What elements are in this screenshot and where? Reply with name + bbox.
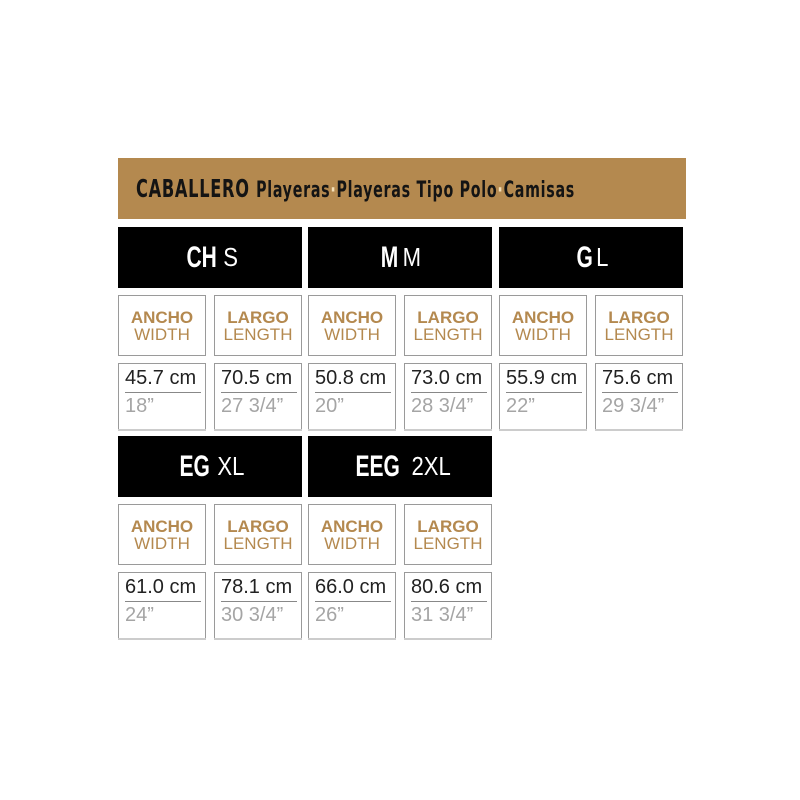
- value-cm: 50.8 cm: [315, 367, 391, 393]
- label-en: LENGTH: [223, 324, 293, 344]
- separator: ·: [497, 178, 504, 203]
- width-value: 55.9 cm 22”: [499, 363, 587, 431]
- size-group-l: G L ANCHO WIDTH LARGO LENGTH 55.9 cm 22” 75…: [499, 227, 683, 431]
- value-cm: 75.6 cm: [602, 367, 678, 393]
- value-cm: 45.7 cm: [125, 367, 201, 393]
- banner-title: CABALLERO: [136, 174, 250, 203]
- value-in: 30 3/4”: [221, 604, 284, 626]
- width-value: 50.8 cm 20”: [308, 363, 396, 431]
- size-en: 2XL: [411, 451, 451, 481]
- label-es: ANCHO: [320, 516, 384, 536]
- length-value: 75.6 cm 29 3/4”: [595, 363, 683, 431]
- value-cm: 55.9 cm: [506, 367, 582, 393]
- label-es: ANCHO: [511, 307, 575, 327]
- value-cm: 70.5 cm: [221, 367, 297, 393]
- width-value: 45.7 cm 18”: [118, 363, 206, 431]
- label-en: LENGTH: [413, 324, 483, 344]
- size-en: XL: [217, 451, 245, 481]
- length-label: LARGO LENGTH: [214, 295, 302, 356]
- banner-text: CABALLERO Playeras·Playeras Tipo Polo·Ca…: [136, 174, 575, 203]
- value-in: 18”: [125, 395, 154, 417]
- length-label: LARGO LENGTH: [595, 295, 683, 356]
- value-cm: 80.6 cm: [411, 576, 487, 602]
- size-header: EEG 2XL: [308, 436, 492, 497]
- size-group-s: CH S ANCHO WIDTH LARGO LENGTH 45.7 cm 18” 7…: [118, 227, 302, 431]
- value-in: 27 3/4”: [221, 395, 284, 417]
- label-es: LARGO: [417, 307, 479, 327]
- value-in: 22”: [506, 395, 535, 417]
- label-es: ANCHO: [320, 307, 384, 327]
- banner-category: Playeras: [256, 178, 331, 203]
- size-group-xl: EG XL ANCHO WIDTH LARGO LENGTH 61.0 cm 24” …: [118, 436, 302, 640]
- banner-category: Playeras Tipo Polo: [336, 178, 498, 203]
- separator: ·: [330, 178, 337, 203]
- label-es: LARGO: [417, 516, 479, 536]
- size-header: EG XL: [118, 436, 302, 497]
- value-cm: 61.0 cm: [125, 576, 201, 602]
- size-en: S: [223, 242, 239, 272]
- length-value: 73.0 cm 28 3/4”: [404, 363, 492, 431]
- width-label: ANCHO WIDTH: [499, 295, 587, 356]
- banner-category: Camisas: [503, 178, 575, 203]
- size-es: EG: [179, 449, 211, 483]
- width-value: 66.0 cm 26”: [308, 572, 396, 640]
- size-en: L: [595, 242, 609, 272]
- label-en: LENGTH: [413, 533, 483, 553]
- label-es: LARGO: [227, 307, 289, 327]
- value-cm: 66.0 cm: [315, 576, 391, 602]
- label-en: LENGTH: [604, 324, 674, 344]
- label-en: WIDTH: [324, 324, 380, 344]
- size-header: CH S: [118, 227, 302, 288]
- label-en: WIDTH: [324, 533, 380, 553]
- title-banner: CABALLERO Playeras·Playeras Tipo Polo·Ca…: [118, 158, 686, 219]
- length-label: LARGO LENGTH: [404, 295, 492, 356]
- label-en: WIDTH: [515, 324, 571, 344]
- size-header: M M: [308, 227, 492, 288]
- label-es: ANCHO: [130, 307, 194, 327]
- label-en: WIDTH: [134, 533, 190, 553]
- size-es: EEG: [355, 449, 400, 483]
- label-en: LENGTH: [223, 533, 293, 553]
- value-in: 24”: [125, 604, 154, 626]
- length-value: 70.5 cm 27 3/4”: [214, 363, 302, 431]
- value-cm: 78.1 cm: [221, 576, 297, 602]
- label-es: LARGO: [227, 516, 289, 536]
- label-es: ANCHO: [130, 516, 194, 536]
- value-cm: 73.0 cm: [411, 367, 487, 393]
- value-in: 28 3/4”: [411, 395, 474, 417]
- width-label: ANCHO WIDTH: [118, 295, 206, 356]
- value-in: 26”: [315, 604, 344, 626]
- value-in: 31 3/4”: [411, 604, 474, 626]
- length-value: 78.1 cm 30 3/4”: [214, 572, 302, 640]
- width-label: ANCHO WIDTH: [308, 295, 396, 356]
- size-es: CH: [186, 240, 218, 274]
- size-header: G L: [499, 227, 683, 288]
- label-en: WIDTH: [134, 324, 190, 344]
- length-value: 80.6 cm 31 3/4”: [404, 572, 492, 640]
- label-es: LARGO: [608, 307, 670, 327]
- width-value: 61.0 cm 24”: [118, 572, 206, 640]
- length-label: LARGO LENGTH: [214, 504, 302, 565]
- size-group-2xl: EEG 2XL ANCHO WIDTH LARGO LENGTH 66.0 cm 26…: [308, 436, 492, 640]
- value-in: 20”: [315, 395, 344, 417]
- value-in: 29 3/4”: [602, 395, 665, 417]
- size-group-m: M M ANCHO WIDTH LARGO LENGTH 50.8 cm 20” 73…: [308, 227, 492, 431]
- size-es: M: [381, 240, 399, 274]
- width-label: ANCHO WIDTH: [118, 504, 206, 565]
- width-label: ANCHO WIDTH: [308, 504, 396, 565]
- size-es: G: [576, 240, 593, 274]
- size-en: M: [402, 242, 421, 272]
- length-label: LARGO LENGTH: [404, 504, 492, 565]
